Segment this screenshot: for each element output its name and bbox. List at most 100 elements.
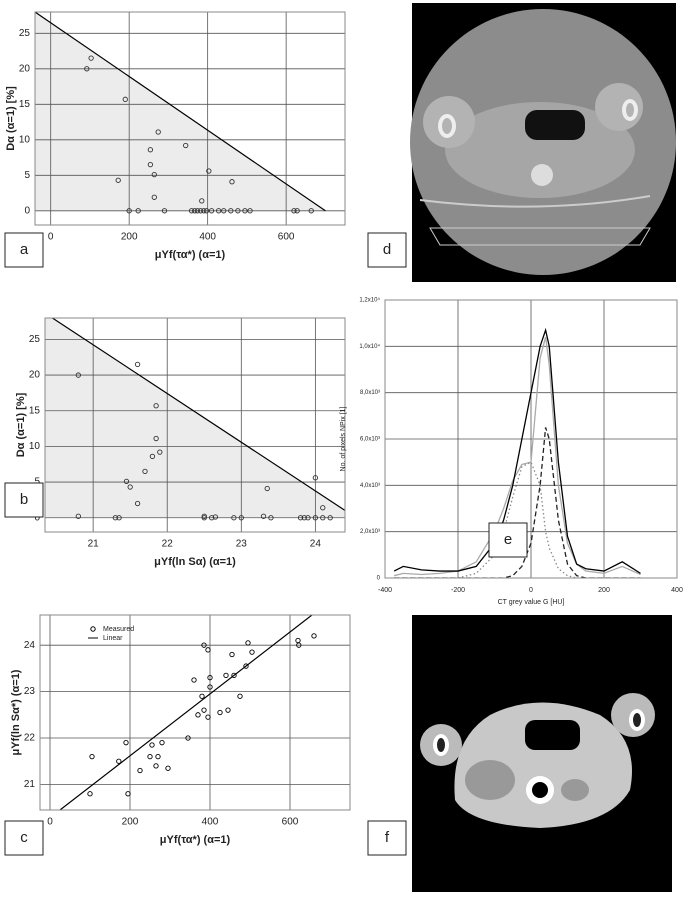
data-point <box>134 500 141 507</box>
data-point <box>137 767 143 774</box>
data-point <box>125 791 131 797</box>
x-axis-label: μYf(τα*) (α=1) <box>155 249 226 261</box>
plot-area <box>45 318 345 532</box>
y-tick-label: 1,0x10⁴ <box>359 343 380 350</box>
panel-label: f <box>385 829 390 846</box>
x-axis-label: CT grey value G [HU] <box>498 599 565 606</box>
y-axis-label: μYf(ln Sα*) (α=1) <box>10 669 22 755</box>
data-point <box>311 633 317 639</box>
axes-frame <box>44 317 346 533</box>
data-point <box>115 177 121 183</box>
data-point <box>247 208 253 214</box>
panel-label-box <box>367 232 407 268</box>
data-point <box>217 709 223 716</box>
y-tick-label: 20 <box>19 63 31 74</box>
data-point <box>297 515 304 521</box>
data-point <box>122 96 128 102</box>
data-point <box>320 505 326 511</box>
x-tick-label: 200 <box>122 817 139 828</box>
axes-frame <box>34 11 346 226</box>
y-tick-label: 4,0x10³ <box>360 483 380 489</box>
data-point <box>126 208 132 214</box>
panel-label: d <box>383 241 391 258</box>
panel-label: b <box>20 491 28 508</box>
y-tick-label: 0 <box>24 205 30 216</box>
y-tick-label: 10 <box>29 441 41 452</box>
data-point <box>264 485 270 492</box>
y-tick-label: 0 <box>34 512 40 523</box>
data-point <box>208 208 215 214</box>
data-point <box>203 208 210 214</box>
data-point <box>212 514 219 520</box>
y-tick-label: 5 <box>24 170 30 181</box>
data-point <box>153 763 159 769</box>
x-tick-label: 400 <box>671 587 683 594</box>
legend-label: Measured <box>103 626 134 633</box>
data-line <box>394 427 641 578</box>
data-point <box>201 707 207 713</box>
data-point <box>75 513 81 519</box>
y-tick-label: 5 <box>34 477 40 488</box>
ct-image-f <box>412 615 672 892</box>
data-point <box>260 513 267 519</box>
y-tick-label: 24 <box>24 640 36 651</box>
data-line <box>393 327 641 574</box>
data-point <box>127 484 133 490</box>
y-tick-label: 15 <box>19 99 31 110</box>
data-point <box>205 647 211 653</box>
data-point <box>151 194 157 200</box>
data-point <box>183 142 189 149</box>
data-point <box>228 208 234 214</box>
data-point <box>134 361 141 368</box>
data-point <box>242 208 248 214</box>
x-tick-label: 600 <box>282 817 299 828</box>
panel-label-box <box>488 522 528 558</box>
data-point <box>84 66 90 72</box>
y-axis-label: Dα (α=1) [%] <box>5 86 17 151</box>
x-tick-label: 200 <box>598 587 610 594</box>
data-point <box>235 208 241 214</box>
ct-image-d <box>410 3 676 282</box>
x-axis-label: μYf(ln Sα) (α=1) <box>154 556 236 568</box>
data-point <box>291 208 297 214</box>
x-tick-label: -200 <box>451 587 465 594</box>
axes-frame <box>39 614 351 811</box>
data-point <box>320 515 326 521</box>
data-point <box>155 753 161 760</box>
data-point <box>153 435 159 442</box>
data-point <box>225 707 231 713</box>
data-point <box>149 453 156 460</box>
data-point <box>147 753 153 760</box>
plot-area <box>40 615 350 810</box>
y-tick-label: 25 <box>19 28 31 39</box>
y-tick-label: 23 <box>24 686 36 697</box>
data-point <box>157 449 163 455</box>
data-point <box>201 208 207 214</box>
data-point <box>191 677 197 683</box>
data-point <box>75 372 81 378</box>
data-line <box>35 12 326 212</box>
data-point <box>231 672 237 679</box>
y-tick-label: 1,2x10⁴ <box>359 297 380 304</box>
data-point <box>296 642 302 648</box>
x-axis-label: μYf(τα*) (α=1) <box>160 834 231 846</box>
data-point <box>149 742 155 748</box>
y-tick-label: 20 <box>29 370 41 381</box>
data-point <box>195 712 201 718</box>
data-point <box>221 208 227 214</box>
data-point <box>294 208 300 214</box>
y-tick-label: 10 <box>19 134 31 145</box>
data-point <box>231 515 237 521</box>
panel-label-box <box>367 820 407 856</box>
data-point <box>207 684 213 690</box>
data-point <box>229 179 235 185</box>
data-point <box>201 515 207 521</box>
data-point <box>165 765 171 771</box>
data-point <box>116 515 122 521</box>
data-point <box>206 168 212 174</box>
data-point <box>153 403 159 409</box>
data-point <box>295 637 301 644</box>
data-point <box>197 208 204 214</box>
data-point <box>238 515 244 521</box>
plot-area <box>385 300 677 578</box>
